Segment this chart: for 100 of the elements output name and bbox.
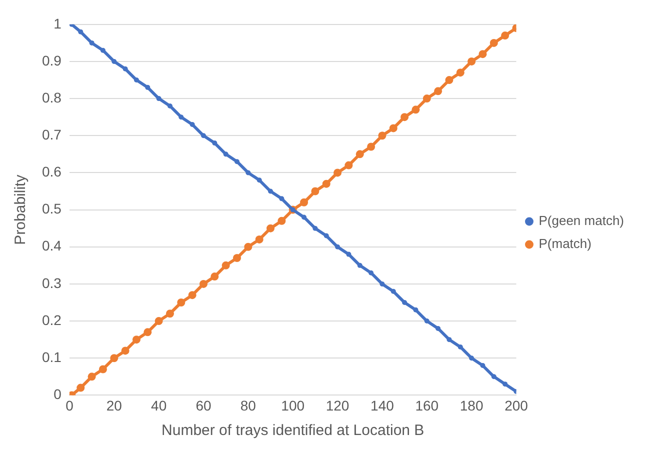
point [445, 76, 454, 84]
point [390, 288, 396, 294]
y-tick-label: 0.5 [42, 200, 62, 217]
point [412, 106, 420, 114]
point [145, 84, 150, 90]
point [132, 336, 140, 344]
point [166, 310, 174, 318]
point [344, 161, 353, 170]
point [357, 262, 362, 268]
x-tick-label: 200 [504, 397, 528, 414]
point [380, 281, 385, 286]
point [154, 317, 163, 326]
point [88, 372, 96, 381]
point [436, 326, 441, 331]
y-tick-label: 0.6 [42, 164, 62, 180]
point [100, 48, 106, 53]
point [210, 272, 219, 281]
point [324, 233, 329, 238]
point [312, 226, 318, 231]
point [469, 356, 474, 361]
y-tick-label: 0.3 [42, 274, 62, 291]
point [368, 270, 374, 276]
point [110, 354, 118, 362]
x-axis-title: Number of trays identified at Location B [162, 422, 424, 440]
y-tick-label: 0.1 [42, 348, 62, 365]
x-tick-label: 20 [106, 397, 122, 414]
x-tick-label: 180 [460, 397, 484, 414]
point [144, 328, 152, 336]
x-tick-label: 40 [151, 397, 167, 414]
point [234, 159, 240, 164]
point [335, 244, 340, 250]
x-tick-label: 80 [240, 397, 256, 414]
point [188, 291, 196, 300]
point [76, 384, 85, 392]
y-tick-label: 0.8 [42, 89, 62, 106]
point [98, 365, 107, 374]
point [212, 140, 218, 146]
point [302, 214, 307, 220]
point [222, 261, 230, 270]
point [322, 180, 330, 188]
point [246, 170, 251, 176]
point [491, 374, 496, 380]
point [356, 150, 364, 158]
point [389, 124, 398, 132]
point [422, 94, 431, 103]
y-tick-label: 0.9 [42, 52, 62, 68]
point [268, 188, 274, 194]
point [434, 87, 442, 96]
x-tick-label: 120 [326, 397, 350, 414]
point [266, 224, 275, 232]
point [490, 38, 498, 47]
point [478, 50, 487, 58]
x-tick-label: 60 [196, 397, 212, 414]
x-tick-label: 0 [66, 397, 74, 414]
point [233, 254, 242, 262]
point [413, 307, 418, 312]
x-tick-label: 140 [370, 397, 394, 414]
y-tick-label: 0 [54, 386, 62, 402]
point [311, 187, 320, 196]
point [89, 40, 94, 46]
point [334, 168, 342, 177]
point [367, 142, 376, 151]
point [121, 346, 130, 355]
point [78, 29, 84, 34]
point [167, 103, 172, 108]
y-tick-label: 1 [54, 15, 62, 32]
legend-label: P(geen match) [538, 213, 624, 228]
point [402, 300, 408, 305]
point [177, 298, 186, 306]
point [156, 96, 162, 102]
point [424, 318, 430, 324]
point [468, 57, 476, 66]
point [200, 133, 206, 138]
x-tick-label: 160 [415, 397, 439, 414]
legend-label: P(match) [538, 236, 592, 252]
point [446, 337, 452, 342]
point [190, 122, 195, 128]
point [112, 58, 117, 64]
point [278, 216, 286, 225]
point [199, 280, 208, 288]
point [122, 66, 128, 72]
point [456, 68, 464, 77]
point [378, 132, 386, 140]
point [502, 382, 508, 387]
point [223, 152, 228, 157]
point [178, 114, 184, 120]
point [458, 344, 463, 350]
point [255, 235, 264, 244]
y-tick-label: 0.4 [42, 238, 62, 254]
point [501, 32, 510, 40]
y-tick-label: 0.7 [42, 126, 62, 142]
y-tick-label: 0.2 [42, 312, 62, 328]
x-tick-label: 100 [281, 397, 305, 414]
point [400, 113, 409, 122]
point [346, 252, 352, 257]
y-axis-title: Probability [12, 174, 30, 245]
point [300, 198, 308, 206]
point [480, 363, 486, 368]
point [256, 178, 262, 183]
point [279, 196, 284, 202]
